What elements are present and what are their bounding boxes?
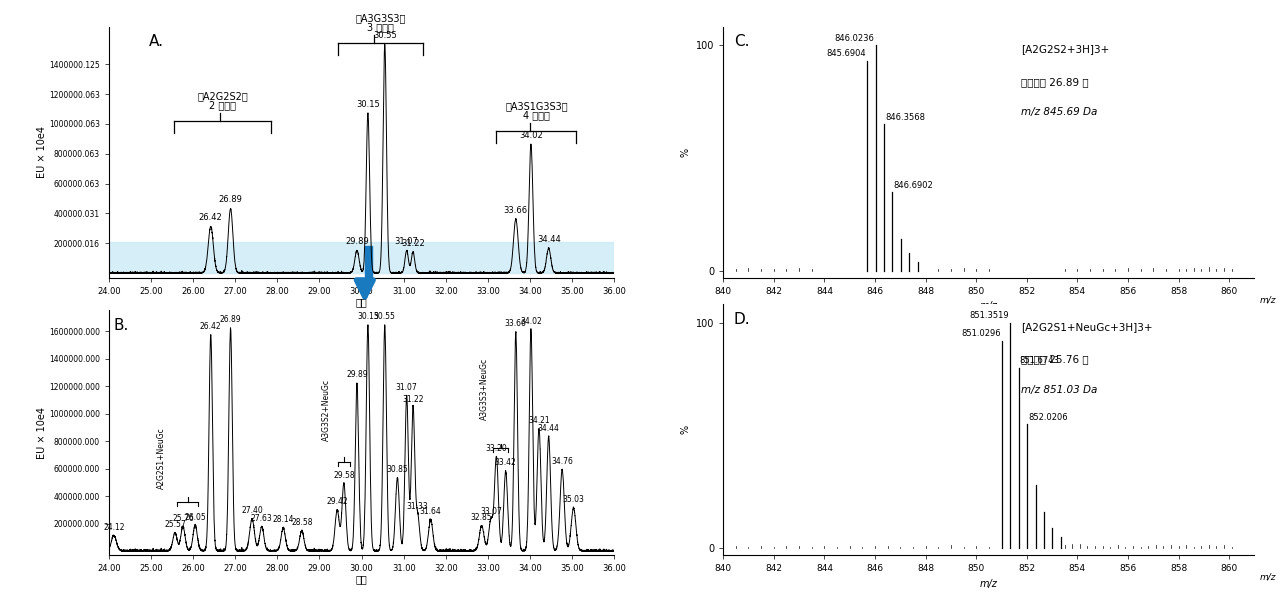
Text: A3G3S3+NeuGc: A3G3S3+NeuGc — [480, 358, 489, 420]
Text: [A2G2S2+3H]3+: [A2G2S2+3H]3+ — [1020, 44, 1108, 54]
Text: 33.20: 33.20 — [485, 444, 507, 454]
Text: 34.44: 34.44 — [538, 424, 559, 433]
Text: 26.05: 26.05 — [184, 512, 206, 522]
Y-axis label: %: % — [680, 147, 690, 157]
Text: 31.33: 31.33 — [407, 502, 429, 511]
Text: 846.3568: 846.3568 — [886, 113, 925, 122]
Text: 31.22: 31.22 — [402, 395, 424, 404]
X-axis label: m/z: m/z — [980, 301, 997, 311]
Text: C.: C. — [733, 35, 749, 50]
Text: 30.55: 30.55 — [374, 312, 396, 321]
Text: A2G2S1+NeuGc: A2G2S1+NeuGc — [157, 427, 166, 489]
Text: 31.22: 31.22 — [401, 239, 425, 248]
X-axis label: 時間: 時間 — [356, 297, 367, 307]
Text: 31.07: 31.07 — [396, 383, 417, 392]
Text: 851.0296: 851.0296 — [961, 330, 1001, 338]
Text: [A2G2S1+NeuGc+3H]3+: [A2G2S1+NeuGc+3H]3+ — [1020, 322, 1152, 332]
Text: 2 価糖鎖: 2 価糖鎖 — [209, 100, 236, 110]
Text: 3 価糖鎖: 3 価糖鎖 — [367, 23, 394, 32]
Text: 34.02: 34.02 — [520, 131, 543, 140]
Text: 846.0236: 846.0236 — [835, 33, 874, 42]
Text: A3G3S2+NeuGc: A3G3S2+NeuGc — [321, 379, 330, 441]
Text: 851.6743: 851.6743 — [1020, 356, 1060, 365]
Text: 29.58: 29.58 — [333, 470, 355, 479]
Text: 保持時間 26.89 分: 保持時間 26.89 分 — [1020, 77, 1088, 87]
Text: 26.42: 26.42 — [200, 322, 221, 331]
X-axis label: m/z: m/z — [980, 579, 997, 589]
Text: （A3S1G3S3）: （A3S1G3S3） — [506, 101, 568, 112]
Y-axis label: EU × 10e4: EU × 10e4 — [37, 407, 47, 459]
Text: 25.57: 25.57 — [164, 520, 186, 529]
Text: 34.76: 34.76 — [552, 457, 573, 466]
Text: 845.6904: 845.6904 — [827, 50, 865, 59]
Text: 29.42: 29.42 — [326, 497, 348, 506]
Text: （A2G2S2）: （A2G2S2） — [197, 91, 248, 101]
Text: 31.64: 31.64 — [420, 507, 442, 516]
Text: 846.6902: 846.6902 — [893, 180, 933, 189]
Text: B.: B. — [114, 318, 129, 333]
Text: D.: D. — [733, 312, 750, 327]
Text: m/z: m/z — [1260, 295, 1276, 304]
Y-axis label: %: % — [680, 425, 690, 435]
Text: m/z 851.03 Da: m/z 851.03 Da — [1020, 384, 1097, 395]
Text: 26.89: 26.89 — [220, 315, 242, 324]
Text: 33.66: 33.66 — [504, 319, 527, 328]
Text: 852.0206: 852.0206 — [1029, 413, 1068, 422]
Text: 30.85: 30.85 — [387, 465, 408, 474]
Text: 30.15: 30.15 — [356, 100, 380, 109]
Text: （A3G3S3）: （A3G3S3） — [356, 14, 406, 23]
Text: 29.89: 29.89 — [346, 370, 367, 379]
Text: 24.12: 24.12 — [104, 523, 124, 532]
Text: 4 価糖鎖: 4 価糖鎖 — [524, 110, 550, 121]
Text: 33.42: 33.42 — [495, 458, 517, 467]
Text: 26.89: 26.89 — [219, 195, 242, 204]
Text: A.: A. — [150, 35, 164, 50]
Text: 31.07: 31.07 — [394, 237, 419, 246]
Text: 35.03: 35.03 — [563, 496, 585, 504]
Text: 28.14: 28.14 — [273, 515, 294, 524]
Text: 34.44: 34.44 — [536, 235, 561, 244]
Text: 29.89: 29.89 — [346, 237, 369, 246]
Text: 34.21: 34.21 — [529, 416, 550, 424]
Bar — [365, 246, 371, 278]
Text: 30.55: 30.55 — [372, 31, 397, 41]
Text: 851.3519: 851.3519 — [969, 311, 1009, 320]
Text: 28.58: 28.58 — [291, 518, 312, 527]
Text: m/z: m/z — [1260, 573, 1276, 581]
Text: m/z 845.69 Da: m/z 845.69 Da — [1020, 107, 1097, 117]
Text: 26.42: 26.42 — [198, 213, 223, 222]
Text: 32.85: 32.85 — [471, 513, 493, 522]
Text: 保持時間 25.76 分: 保持時間 25.76 分 — [1020, 355, 1088, 365]
Text: 25.76: 25.76 — [172, 514, 193, 523]
Text: 30.15: 30.15 — [357, 312, 379, 321]
Text: 34.02: 34.02 — [520, 316, 541, 325]
Text: 33.07: 33.07 — [480, 507, 502, 516]
Text: 27.40: 27.40 — [241, 506, 262, 515]
Bar — [109, 242, 614, 273]
Text: 27.63: 27.63 — [251, 514, 273, 523]
X-axis label: 時間: 時間 — [356, 575, 367, 584]
Text: 33.66: 33.66 — [504, 206, 527, 215]
Y-axis label: EU × 10e4: EU × 10e4 — [37, 126, 47, 179]
